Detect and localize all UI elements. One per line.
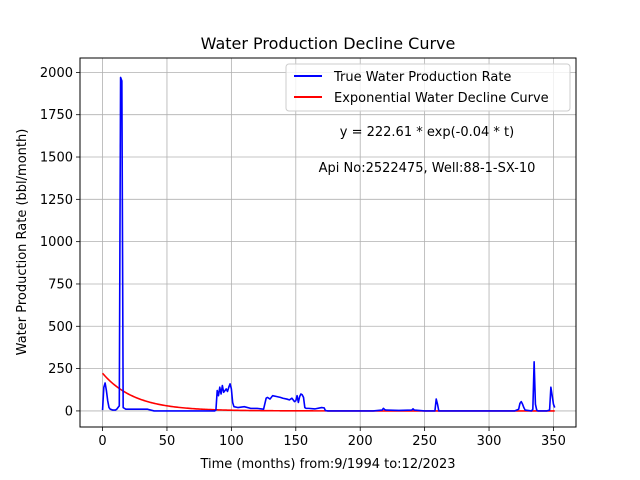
x-axis-label: Time (months) from:9/1994 to:12/2023 bbox=[199, 457, 455, 472]
plot-frame bbox=[79, 57, 577, 428]
y-tick-label: 500 bbox=[48, 320, 73, 335]
y-tick-label: 0 bbox=[65, 404, 73, 419]
y-tick-label: 1750 bbox=[40, 108, 73, 123]
x-tick-label: 100 bbox=[219, 434, 244, 449]
y-tick-label: 2000 bbox=[40, 66, 73, 81]
x-tick-label: 150 bbox=[283, 434, 308, 449]
equation-annotation: y = 222.61 * exp(-0.04 * t) bbox=[340, 125, 514, 140]
y-axis-label: Water Production Rate (bbl/month) bbox=[15, 129, 30, 356]
series-line-true-rate bbox=[101, 76, 556, 412]
well-annotation: Api No:2522475, Well:88-1-SX-10 bbox=[319, 161, 536, 176]
legend-label-true-rate: True Water Production Rate bbox=[333, 70, 511, 85]
x-axis-ticks: 0 50 100 150 200 250 300 350 bbox=[98, 427, 566, 449]
y-tick-label: 250 bbox=[48, 362, 73, 377]
legend-box bbox=[285, 63, 571, 112]
y-tick-label: 750 bbox=[48, 277, 73, 292]
y-tick-label: 1500 bbox=[40, 151, 73, 166]
x-tick-label: 350 bbox=[541, 434, 566, 449]
x-tick-label: 300 bbox=[477, 434, 502, 449]
y-axis-ticks: 0 250 500 750 1000 1250 1500 1750 2000 bbox=[40, 66, 80, 419]
x-tick-label: 50 bbox=[159, 434, 176, 449]
y-tick-label: 1000 bbox=[40, 235, 73, 250]
y-tick-label: 1250 bbox=[40, 193, 73, 208]
plot-series bbox=[101, 76, 556, 412]
legend-label-decline-curve: Exponential Water Decline Curve bbox=[334, 91, 549, 106]
chart-title: Water Production Decline Curve bbox=[201, 34, 456, 53]
legend: True Water Production Rate Exponential W… bbox=[285, 63, 571, 112]
x-tick-label: 0 bbox=[98, 434, 106, 449]
x-tick-label: 200 bbox=[348, 434, 373, 449]
x-tick-label: 250 bbox=[412, 434, 437, 449]
